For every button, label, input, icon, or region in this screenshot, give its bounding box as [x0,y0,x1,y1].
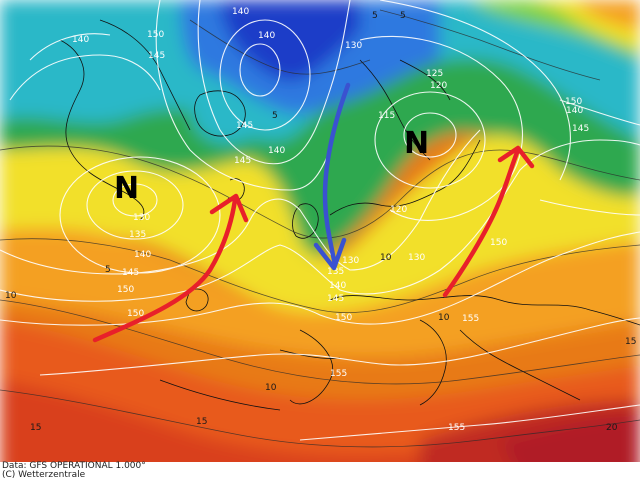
isohypse-label: 140 [566,106,583,116]
isohypse-label: 130 [408,253,425,263]
isohypse-label: 145 [234,156,251,166]
arrowhead-cold [313,237,347,271]
isohypse-label: 140 [268,146,285,156]
isohypse-label: 125 [426,69,443,79]
isohypse-label: 140 [72,35,89,45]
isohypse-label: 140 [329,281,346,291]
map-footer: Data: GFS OPERATIONAL 1.000° (C) Wetterz… [0,462,640,480]
flow-arrows [92,82,535,343]
isohypse-label: 140 [232,7,249,17]
isohypse-label: 155 [448,423,465,433]
isotherm-label: 5 [372,11,378,21]
isohypse-label: 130 [133,213,150,223]
isohypse-label: 150 [117,285,134,295]
isohypse-label: 150 [565,97,582,107]
arrowhead-east [497,145,535,169]
isotherm-label: 10 [380,253,392,263]
isotherm-label: 20 [606,423,618,433]
isohypse-label: 150 [147,30,164,40]
isohypse-label: 120 [430,81,447,91]
temperature-labels: 5 10 5 10 5 15 15 20 10 5 10 15 [5,11,636,433]
isotherm-label: 5 [400,11,406,21]
isohypse-label: 145 [572,124,589,134]
low-pressure-marker-atlantic: N [114,171,139,206]
isotherm-label: 15 [625,337,636,347]
isohypse-label: 120 [390,205,407,215]
isohypse-label: 145 [122,268,139,278]
cold-advection-arrow [322,82,351,268]
isohypse-label: 150 [127,309,144,319]
isotherm-label: 15 [30,423,41,433]
isotherm-label: 5 [105,265,111,275]
isohypse-label: 140 [258,31,275,41]
isohypse-label: 115 [378,111,395,121]
isohypse-label: 145 [327,294,344,304]
isohypse-label: 130 [342,256,359,266]
isohypse-label: 155 [330,369,347,379]
isotherm-label: 10 [438,313,450,323]
low-pressure-markers: N N [114,126,429,206]
isohypse-label: 145 [148,51,165,61]
low-pressure-marker-scandinavia: N [404,126,429,161]
arrowhead-west [209,193,249,223]
isohypse-label: 145 [236,121,253,131]
isohypse-label: 155 [462,314,479,324]
data-source-label: Data: GFS OPERATIONAL 1.000° [2,461,146,471]
isotherm-label: 10 [5,291,17,301]
isohypse-label: 150 [490,238,507,248]
isotherm-label: 5 [272,111,278,121]
isohypses [0,0,640,440]
isohypse-label: 140 [134,250,151,260]
isohypse-label: 135 [327,267,344,277]
isotherm-label: 10 [265,383,277,393]
isohypse-label: 150 [335,313,352,323]
warm-advection-arrow-east [442,147,521,298]
warm-advection-arrow-west [92,197,238,343]
isohypse-label: 135 [129,230,146,240]
isohypse-label: 130 [345,41,362,51]
copyright-label: (C) Wetterzentrale [2,470,86,480]
isotherm-label: 15 [196,417,207,427]
